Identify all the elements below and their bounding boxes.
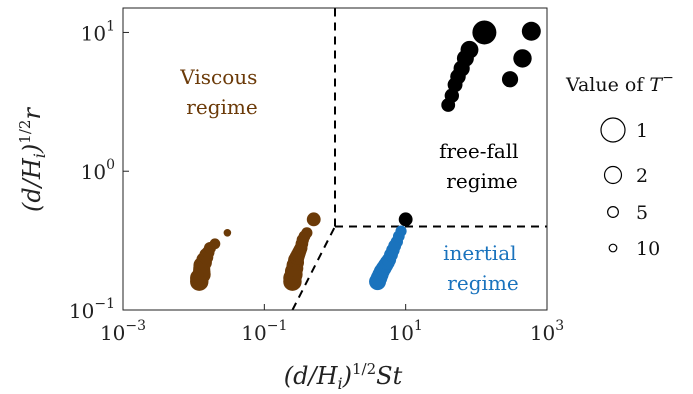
viscous-regime-label: Viscous regime — [179, 65, 264, 119]
inertial-regime-label: inertial regime — [443, 241, 523, 295]
viscous-point — [306, 212, 321, 227]
inertial-point — [395, 225, 407, 237]
x-tick-label-exp: 3 — [555, 318, 564, 334]
data-points — [190, 20, 541, 291]
y-axis-label-sup: 1/2 — [16, 120, 34, 144]
viscous-point — [301, 227, 313, 239]
y-tick-label-exp: −1 — [94, 296, 115, 312]
freefall-point — [513, 49, 532, 68]
y-axis-label: (d/Hi)1/2r — [16, 107, 49, 212]
x-tick-label: 10−1 — [241, 318, 287, 345]
viscous-regime-line-1: Viscous — [179, 65, 257, 89]
x-tick-label-base: 10 — [241, 321, 266, 345]
x-tick-label-base: 10 — [100, 321, 125, 345]
y-tick-label: 10−1 — [69, 296, 115, 323]
inertial-regime-line-2: regime — [447, 271, 518, 295]
legend-entry-label: 5 — [636, 202, 648, 224]
viscous-regime-line-2: regime — [186, 95, 257, 119]
x-tick-label-exp: −3 — [125, 318, 146, 334]
x-tick-label: 101 — [388, 318, 422, 345]
x-axis-label-mid: ) — [342, 362, 352, 390]
diagonal-boundary — [291, 225, 336, 310]
x-tick-label: 10−3 — [100, 318, 146, 345]
legend-title-sup: − — [662, 70, 674, 86]
y-tick-label-base: 10 — [81, 21, 106, 45]
inertial-regime-line-1: inertial — [443, 241, 516, 265]
x-tick-label-base: 10 — [388, 321, 413, 345]
legend-entry-label: 1 — [636, 120, 648, 142]
legend-entry-label: 2 — [636, 165, 648, 187]
legend-title: Value of T− — [565, 70, 674, 96]
y-axis-label-mid: ) — [18, 144, 46, 154]
regime-boundaries — [291, 8, 547, 310]
legend-marker — [600, 117, 626, 143]
freefall-point — [472, 20, 497, 45]
x-tick-label-base: 10 — [530, 321, 555, 345]
x-axis-label-pre: (d/H — [284, 362, 339, 390]
legend-title-pre: Value of — [565, 74, 649, 96]
freefall-point — [398, 212, 413, 227]
freefall-regime-line-1: free-fall — [439, 139, 519, 163]
x-tick-label-exp: −1 — [267, 318, 288, 334]
freefall-point — [501, 71, 519, 88]
plot-frame — [122, 7, 548, 311]
x-tick-label-exp: 1 — [414, 318, 423, 334]
legend-marker — [607, 206, 619, 218]
freefall-regime-label: free-fall regime — [439, 139, 525, 193]
y-axis-label-pre: (d/H — [18, 157, 46, 212]
legend-entry-label: 10 — [636, 238, 660, 260]
x-tick-label: 103 — [530, 318, 564, 345]
x-axis-label-sup: 1/2 — [352, 360, 376, 378]
y-tick-label-base: 10 — [81, 160, 106, 184]
x-axis-label: (d/Hi)1/2St — [284, 360, 403, 393]
freefall-regime-line-2: regime — [446, 169, 517, 193]
regime-annotations: Viscous regime free-fall regime inertial… — [179, 65, 525, 295]
y-axis-label-post: r — [18, 107, 46, 120]
legend-marker — [603, 165, 623, 185]
legend-marker — [608, 243, 618, 253]
viscous-point — [209, 238, 221, 250]
y-tick-label: 101 — [81, 18, 115, 45]
viscous-point — [223, 229, 232, 237]
y-tick-label-exp: 0 — [106, 157, 115, 173]
y-axis-label-sub: i — [30, 153, 49, 158]
y-tick-label: 100 — [81, 157, 115, 184]
y-tick-label-base: 10 — [69, 299, 94, 323]
x-axis-label-sub: i — [338, 374, 343, 393]
legend-title-var: T — [649, 74, 663, 96]
freefall-point — [460, 40, 479, 59]
y-tick-label-exp: 1 — [106, 18, 115, 34]
freefall-point — [521, 21, 541, 41]
legend: Value of T− 1 2 5 10 — [565, 70, 674, 260]
x-axis-label-post: St — [376, 362, 402, 390]
